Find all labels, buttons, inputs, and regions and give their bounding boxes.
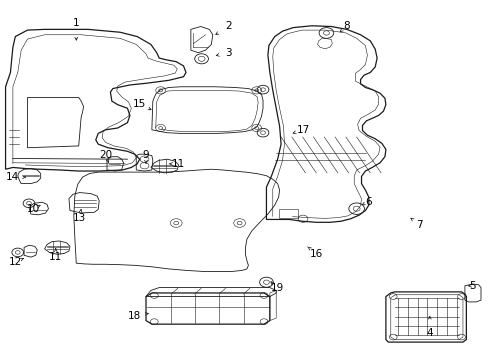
Text: 16: 16 [309,248,323,258]
Text: 13: 13 [73,213,86,222]
Text: 12: 12 [9,257,22,267]
Text: 6: 6 [365,197,371,207]
Text: 7: 7 [415,220,422,230]
Text: 18: 18 [128,311,141,321]
Text: 14: 14 [6,172,20,182]
Text: 10: 10 [27,204,41,214]
Text: 8: 8 [343,21,349,31]
Text: 5: 5 [468,281,475,291]
Text: 9: 9 [142,150,149,160]
Text: 11: 11 [49,252,62,262]
Text: 1: 1 [73,18,80,28]
Text: 4: 4 [426,328,432,338]
Text: 19: 19 [270,283,283,293]
Text: 17: 17 [296,125,309,135]
Text: 3: 3 [225,48,232,58]
Text: 11: 11 [172,159,185,169]
Text: 20: 20 [99,150,112,160]
Text: 2: 2 [225,21,232,31]
Text: 15: 15 [133,99,146,109]
